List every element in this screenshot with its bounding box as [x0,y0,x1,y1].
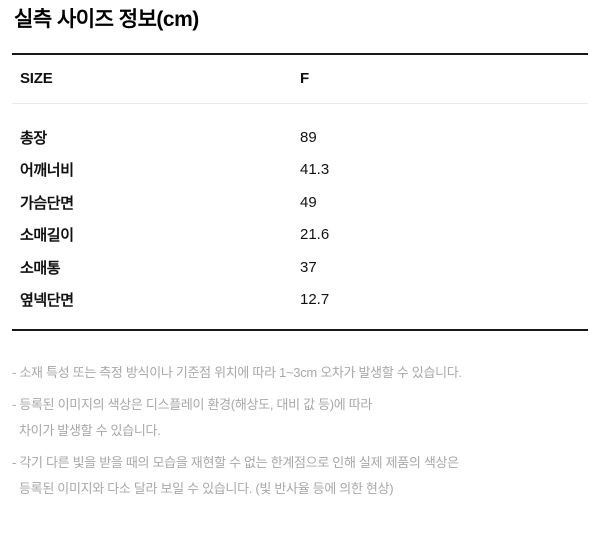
footnote-line: 등록된 이미지와 다소 달라 보일 수 있습니다. (빛 반사율 등에 의한 현… [19,481,394,496]
size-table-body: 총장 89 어깨너비 41.3 가슴단면 49 소매길이 21.6 소매통 37… [12,104,588,329]
variant-column-header: F [300,70,309,87]
measurement-value: 37 [300,258,317,276]
measurement-value: 41.3 [300,161,330,179]
footnote-line: - 각기 다른 빛을 받을 때의 모습을 재현할 수 없는 한계점으로 인해 실… [12,455,459,470]
table-row: 총장 89 [20,121,580,154]
measurement-label: 소매통 [20,259,61,277]
footnote-light-reflection: - 각기 다른 빛을 받을 때의 모습을 재현할 수 없는 한계점으로 인해 실… [12,450,588,502]
page-title: 실측 사이즈 정보(cm) [14,8,199,31]
measurement-value: 21.6 [300,226,330,244]
footnote-display-color: - 등록된 이미지의 색상은 디스플레이 환경(해상도, 대비 값 등)에 따라… [12,392,588,444]
measurement-label: 소매길이 [20,227,74,245]
size-table: SIZE F 총장 89 어깨너비 41.3 가슴단면 49 소매길이 21.6… [12,53,588,331]
measurement-label: 총장 [20,129,47,147]
measurement-label: 가슴단면 [20,194,74,212]
footnote-line: - 등록된 이미지의 색상은 디스플레이 환경(해상도, 대비 값 등)에 따라 [12,397,373,412]
size-column-header: SIZE [20,70,53,87]
table-row: 옆넥단면 12.7 [20,284,580,317]
table-row: 소매길이 21.6 [20,219,580,252]
footnote-measurement-tolerance: - 소재 특성 또는 측정 방식이나 기준점 위치에 따라 1~3cm 오차가 … [12,360,588,386]
size-table-header-row: SIZE F [12,55,588,104]
measurement-label: 어깨너비 [20,162,74,180]
table-row: 어깨너비 41.3 [20,154,580,187]
size-info-section: 실측 사이즈 정보(cm) SIZE F 총장 89 어깨너비 41.3 가슴단… [0,6,600,540]
measurement-value: 89 [300,128,317,146]
table-row: 가슴단면 49 [20,186,580,219]
measurement-value: 49 [300,193,317,211]
footnote-line: - 소재 특성 또는 측정 방식이나 기준점 위치에 따라 1~3cm 오차가 … [12,365,462,380]
measurement-label: 옆넥단면 [20,292,74,310]
table-row: 소매통 37 [20,251,580,284]
footnote-line: 차이가 발생할 수 있습니다. [19,423,161,438]
measurement-value: 12.7 [300,291,330,309]
disclaimer-footnotes: - 소재 특성 또는 측정 방식이나 기준점 위치에 따라 1~3cm 오차가 … [12,360,588,502]
